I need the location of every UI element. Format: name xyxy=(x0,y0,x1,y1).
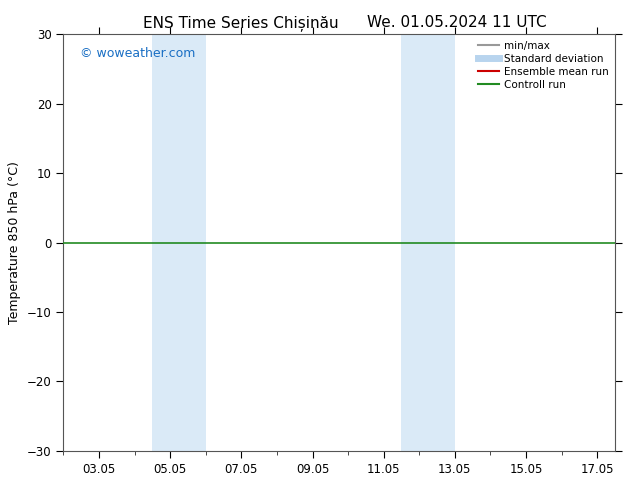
Legend: min/max, Standard deviation, Ensemble mean run, Controll run: min/max, Standard deviation, Ensemble me… xyxy=(474,36,613,94)
Text: We. 01.05.2024 11 UTC: We. 01.05.2024 11 UTC xyxy=(366,15,547,30)
Y-axis label: Temperature 850 hPa (°C): Temperature 850 hPa (°C) xyxy=(8,161,22,324)
Bar xyxy=(401,34,455,451)
Text: ENS Time Series Chișinău: ENS Time Series Chișinău xyxy=(143,15,339,30)
Bar xyxy=(152,34,206,451)
Text: © woweather.com: © woweather.com xyxy=(80,47,195,60)
